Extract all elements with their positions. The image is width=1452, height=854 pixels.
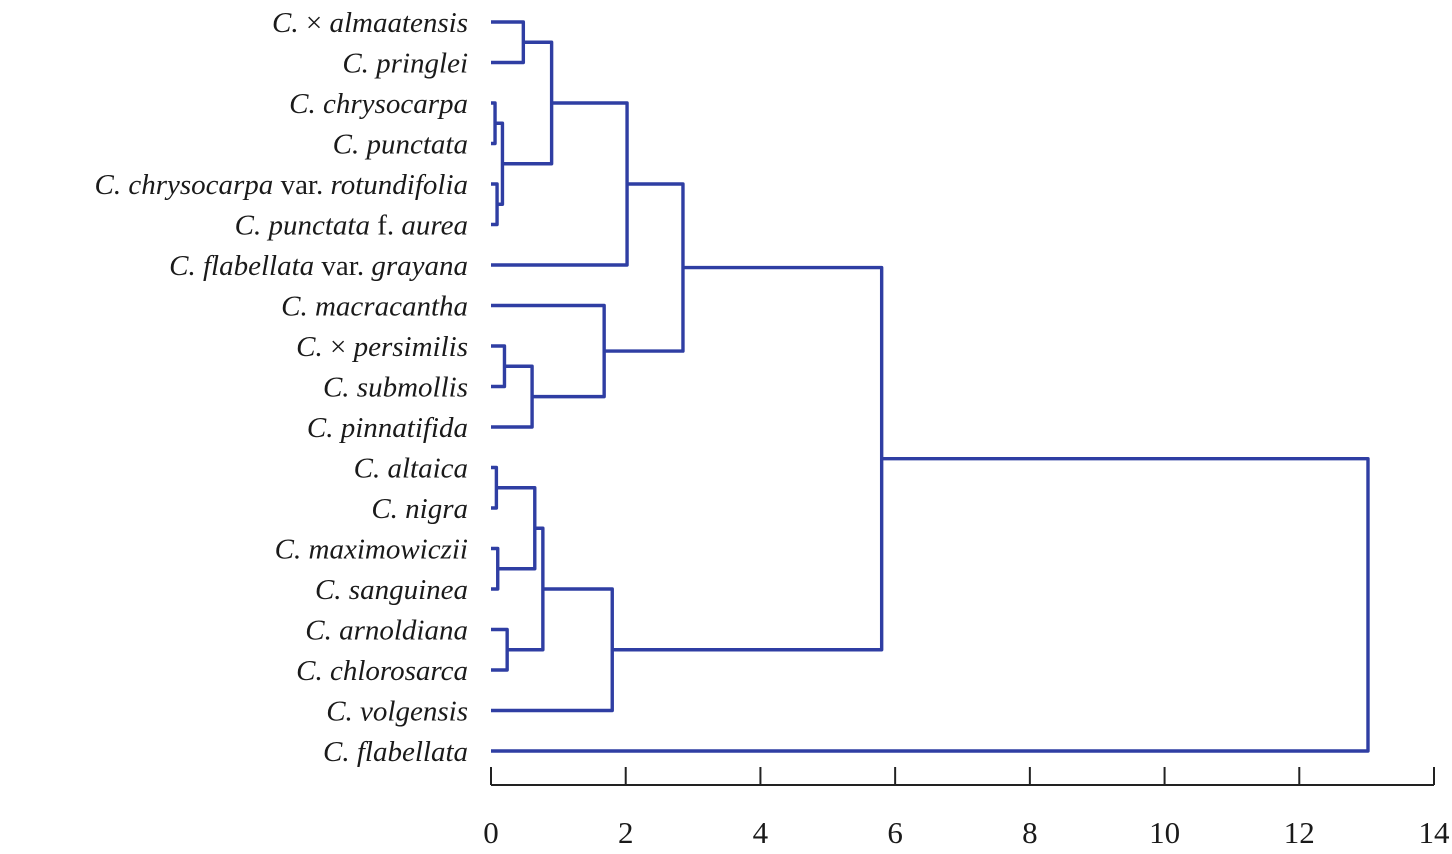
leaf-label-punctata_aurea: C. punctata f. aurea [235, 210, 468, 242]
leaf-label-macracantha: C. macracantha [281, 291, 468, 323]
leaf-label-flabellata: C. flabellata [323, 736, 468, 768]
branch-m10 [604, 182, 685, 353]
leaf-label-sanguinea: C. sanguinea [315, 574, 468, 606]
branch-m13 [496, 486, 537, 571]
x-tick-label: 2 [618, 815, 634, 850]
leaf-label-maximowiczii: C. maximowiczii [275, 534, 468, 566]
leaf-label-almaatensis: C. × almaatensis [272, 7, 468, 39]
branch-m1 [491, 20, 526, 65]
leaf-label-chlorosarca: C. chlorosarca [296, 655, 468, 687]
branch-m14 [491, 627, 509, 672]
x-tick-label: 12 [1284, 815, 1315, 850]
x-tick-label: 0 [483, 815, 499, 850]
branch-m2 [491, 101, 497, 146]
leaf-label-nigra: C. nigra [371, 493, 468, 525]
leaf-label-arnoldiana: C. arnoldiana [305, 615, 468, 647]
x-tick-label: 8 [1022, 815, 1038, 850]
leaf-label-pinnatifida: C. pinnatifida [307, 412, 468, 444]
branch-m17 [612, 265, 884, 652]
leaf-label-persimilis: C. × persimilis [296, 331, 468, 363]
branch-m18 [491, 456, 1370, 753]
x-tick-label: 14 [1419, 815, 1451, 850]
leaf-label-pringlei: C. pringlei [342, 48, 468, 80]
branch-m11 [491, 465, 499, 510]
leaf-label-volgensis: C. volgensis [326, 696, 468, 728]
branch-m7 [491, 344, 507, 389]
branch-m8 [491, 364, 534, 429]
leaf-label-submollis: C. submollis [323, 372, 468, 404]
leaf-label-flabellata_grayana: C. flabellata var. grayana [169, 250, 468, 282]
dendrogram-branches [491, 20, 1370, 753]
leaf-label-chrysocarpa: C. chrysocarpa [289, 88, 468, 120]
x-axis: 0 2 4 6 8 10 12 14 [483, 767, 1450, 850]
branch-m5 [502, 40, 554, 166]
x-tick-label: 6 [887, 815, 903, 850]
branch-m9 [491, 303, 606, 399]
leaf-labels: C. × almaatensis C. pringlei C. chrysocarp… [94, 7, 468, 768]
branch-m6 [491, 101, 629, 267]
x-tick-label: 4 [753, 815, 769, 850]
x-tick-label: 10 [1149, 815, 1180, 850]
leaf-label-punctata: C. punctata [333, 129, 468, 161]
branch-m3 [491, 182, 499, 227]
leaf-label-chrysocarpa_rotundifolia: C. chrysocarpa var. rotundifolia [94, 169, 468, 201]
branch-m12 [491, 546, 500, 591]
branch-m15 [507, 526, 545, 652]
leaf-label-altaica: C. altaica [354, 453, 468, 485]
